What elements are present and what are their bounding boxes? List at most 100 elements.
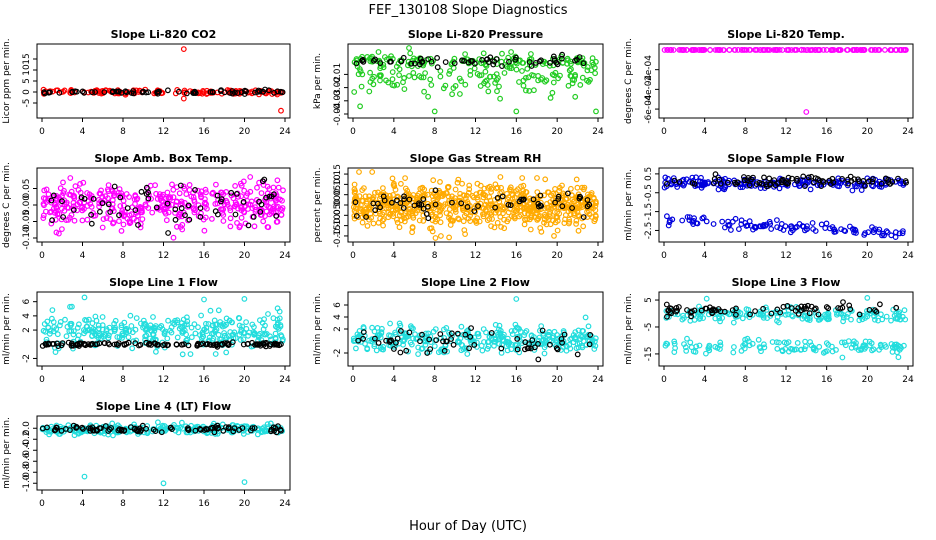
data-point [260,218,267,225]
data-point [688,344,695,351]
data-point [117,203,124,209]
data-point [450,85,457,91]
x-tick-label: 20 [862,251,874,261]
data-point [88,203,95,210]
data-point [877,301,883,308]
data-point [547,59,553,66]
panel-title: Slope Line 1 Flow [109,276,218,289]
data-point [79,88,86,95]
data-point [48,197,55,204]
data-point [175,88,182,95]
data-point [247,188,254,195]
data-point [212,200,219,207]
data-point [247,174,254,180]
data-point [48,220,55,227]
chart-panel: Slope Line 1 Flow ml/min per min. 0 4 8 12 16 2… [2,276,291,385]
data-point [434,55,441,61]
data-point [228,189,235,196]
data-point [503,58,510,64]
data-point [572,57,578,64]
x-tick-label: 0 [350,251,356,261]
data-point [477,83,484,89]
data-point [481,185,488,192]
data-point [215,307,222,314]
data-point [105,182,112,189]
data-point [236,224,243,231]
data-point [554,227,561,234]
data-point [573,220,579,227]
data-point [72,183,79,190]
data-point [133,315,140,322]
chart-panel: Slope Amb. Box Temp. degrees C per min. 0 4… [2,152,291,261]
data-point [431,343,438,350]
data-point [71,217,78,224]
x-tick-label: 0 [39,375,45,385]
data-point [839,354,846,361]
x-axis: 0 4 8 12 16 20 24 [661,118,914,137]
x-axis: 0 4 8 12 16 20 24 [39,242,291,261]
data-point [394,216,400,223]
data-point [51,201,58,208]
chart-panel: Slope Line 3 Flow ml/min per min. 0 4 8 12 16 2… [624,276,914,385]
data-point [679,47,686,53]
data-point [201,196,208,203]
data-point [542,176,549,183]
data-point [227,207,234,214]
x-tick-label: 8 [742,251,748,261]
panel-title: Slope Li-820 Temp. [727,28,845,41]
x-tick-label: 8 [742,375,748,385]
data-point [192,186,198,193]
data-point [437,68,444,74]
data-point [359,219,366,226]
data-point [887,47,894,53]
y-axis: -0.01-0.02-0.03-0.04 [333,63,348,126]
data-point [406,73,412,79]
y-axis: 0.0-0.2-0.4-0.6-0.8-1.0 [22,421,37,492]
data-point [218,90,225,97]
data-point [820,47,827,53]
data-point [52,216,59,223]
data-point [411,55,417,62]
data-point [241,187,248,194]
data-point [177,201,184,208]
data-point [233,201,240,208]
x-tick-label: 8 [432,127,438,137]
y-tick-label: -6e-04 [644,94,654,123]
data-point [81,195,88,202]
data-point [362,193,369,200]
data-point [565,82,572,89]
x-tick-label: 0 [39,499,45,509]
data-point [353,345,359,352]
data-point [110,220,116,227]
data-point [478,60,485,67]
data-point [593,108,599,115]
data-point [178,205,185,212]
data-point [485,88,492,95]
data-point [252,204,259,211]
x-tick-label: 20 [862,127,874,137]
data-point [559,55,565,62]
data-point [153,204,160,211]
data-point [162,195,169,202]
data-point [164,335,171,342]
data-point [90,195,97,202]
data-point [527,226,534,233]
chart-panel: Slope Line 2 Flow ml/min per min. 0 4 8 12 16 2… [313,276,604,385]
data-point [532,60,539,66]
panels: Slope Li-820 CO2 Licor ppm per min. 0 4 8 12 1… [2,28,914,509]
data-point [679,217,686,224]
data-point [164,200,171,207]
data-point [496,341,503,347]
x-tick-label: 0 [39,127,45,137]
y-axis-label: degrees C per min. [2,162,12,248]
data-point [512,56,519,63]
data-point [81,199,88,206]
data-point [501,70,508,76]
data-point [273,213,280,219]
data-point [238,193,245,200]
data-point [516,79,522,85]
data-point [118,193,125,199]
data-point [467,67,474,74]
data-point [351,89,358,95]
y-tick-label: -0.5 [644,184,654,202]
